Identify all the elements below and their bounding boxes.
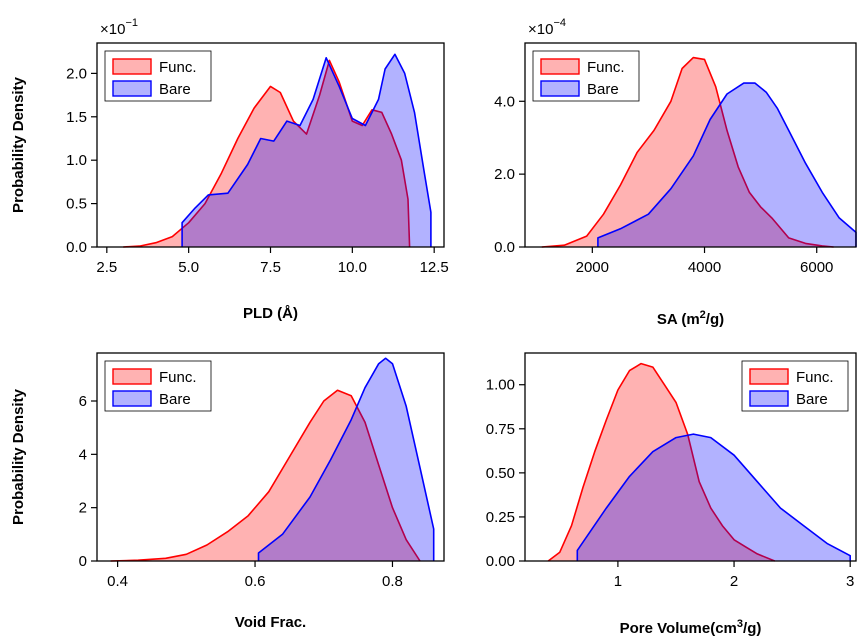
series-line-bare	[597, 82, 857, 247]
legend-swatch-bare	[112, 80, 152, 97]
y-tick-label: 4.0	[494, 93, 515, 110]
y-axis-title: Probability Density	[10, 76, 27, 213]
legend: Func. Bare	[104, 50, 212, 102]
x-tick-label: 5.0	[178, 259, 199, 276]
series-area-func	[123, 60, 410, 248]
x-tick-label: 0.8	[382, 573, 403, 590]
legend-label-bare: Bare	[796, 391, 828, 408]
y-tick-label: 0.0	[66, 239, 87, 256]
legend-swatch-bare	[749, 390, 789, 407]
series-line-func	[110, 389, 421, 562]
legend-swatch-func	[540, 58, 580, 75]
y-tick-label: 0	[79, 553, 87, 570]
y-tick-label: 0.00	[486, 553, 515, 570]
plot-frame	[524, 42, 857, 248]
legend: Func. Bare	[532, 50, 640, 102]
x-tick-label: 2	[730, 573, 738, 590]
y-tick-label: 0.75	[486, 421, 515, 438]
series-area-func	[110, 390, 420, 561]
x-tick-label: 1	[614, 573, 622, 590]
series-area-bare	[182, 54, 431, 247]
panel-pld: 2.5 5.0 7.5 10.0 12.5 0.0 0.5 1.0 1.5 2.0 PLD (Å) P…	[10, 17, 449, 322]
legend-swatch-bare	[540, 80, 580, 97]
legend-label-bare: Bare	[587, 81, 619, 98]
y-tick-label: 2.0	[66, 65, 87, 82]
legend-label-bare: Bare	[159, 391, 191, 408]
series-line-func	[123, 59, 411, 248]
series-area-bare	[597, 83, 856, 247]
y-tick-label: 1.5	[66, 109, 87, 126]
y-tick-label: 0.0	[494, 239, 515, 256]
y-tick-label: 0.50	[486, 465, 515, 482]
y-scale-factor: ×10−1	[100, 17, 138, 38]
y-tick-label: 1.0	[66, 152, 87, 169]
y-tick-label: 2	[79, 500, 87, 517]
y-tick-label: 6	[79, 393, 87, 410]
legend-swatch-bare	[112, 390, 152, 407]
x-tick-label: 6000	[800, 259, 833, 276]
x-tick-label: 3	[846, 573, 854, 590]
x-tick-label: 2000	[576, 259, 609, 276]
y-tick-label: 0.25	[486, 509, 515, 526]
legend-label-func: Func.	[159, 59, 197, 76]
x-tick-label: 10.0	[338, 259, 367, 276]
panel-sa: 2000 4000 6000 0.0 2.0 4.0 SA (m2/g) ×10−4 Func.…	[494, 17, 857, 328]
legend-swatch-func	[112, 58, 152, 75]
legend-label-func: Func.	[796, 369, 834, 386]
y-tick-label: 2.0	[494, 166, 515, 183]
x-axis-title: Void Frac.	[235, 614, 306, 631]
y-tick-label: 0.5	[66, 196, 87, 213]
series-line-bare	[257, 357, 435, 561]
legend-label-func: Func.	[587, 59, 625, 76]
series-area-bare	[258, 358, 434, 561]
y-tick-label: 1.00	[486, 377, 515, 394]
x-axis-title: Pore Volume(cm3/g)	[620, 618, 762, 637]
series-line-func	[541, 56, 834, 248]
legend-swatch-func	[749, 368, 789, 385]
x-axis-title: PLD (Å)	[243, 305, 298, 322]
legend-swatch-func	[112, 368, 152, 385]
plot-frame	[524, 352, 857, 562]
series-line-func	[547, 362, 776, 562]
legend-label-func: Func.	[159, 369, 197, 386]
plot-frame	[96, 352, 445, 562]
series-area-func	[541, 57, 834, 247]
panel-pore-volume: 1 2 3 0.00 0.25 0.50 0.75 1.00 Pore Volume(cm3/g…	[486, 352, 857, 637]
x-tick-label: 2.5	[96, 259, 117, 276]
x-axis-title: SA (m2/g)	[657, 309, 724, 328]
y-axis-title: Probability Density	[10, 388, 27, 525]
x-tick-label: 4000	[688, 259, 721, 276]
y-tick-label: 4	[79, 446, 87, 463]
legend-label-bare: Bare	[159, 81, 191, 98]
x-tick-label: 0.4	[107, 573, 128, 590]
x-tick-label: 12.5	[420, 259, 449, 276]
series-line-bare	[576, 433, 851, 561]
panel-void-frac: 0.4 0.6 0.8 0 2 4 6 Void Frac. Probability Densi…	[10, 352, 445, 631]
legend: Func. Bare	[104, 360, 212, 412]
legend: Func. Bare	[741, 360, 849, 412]
x-tick-label: 7.5	[260, 259, 281, 276]
series-area-bare	[577, 434, 851, 561]
x-tick-label: 0.6	[245, 573, 266, 590]
y-scale-factor: ×10−4	[528, 17, 566, 38]
series-line-bare	[181, 53, 432, 247]
